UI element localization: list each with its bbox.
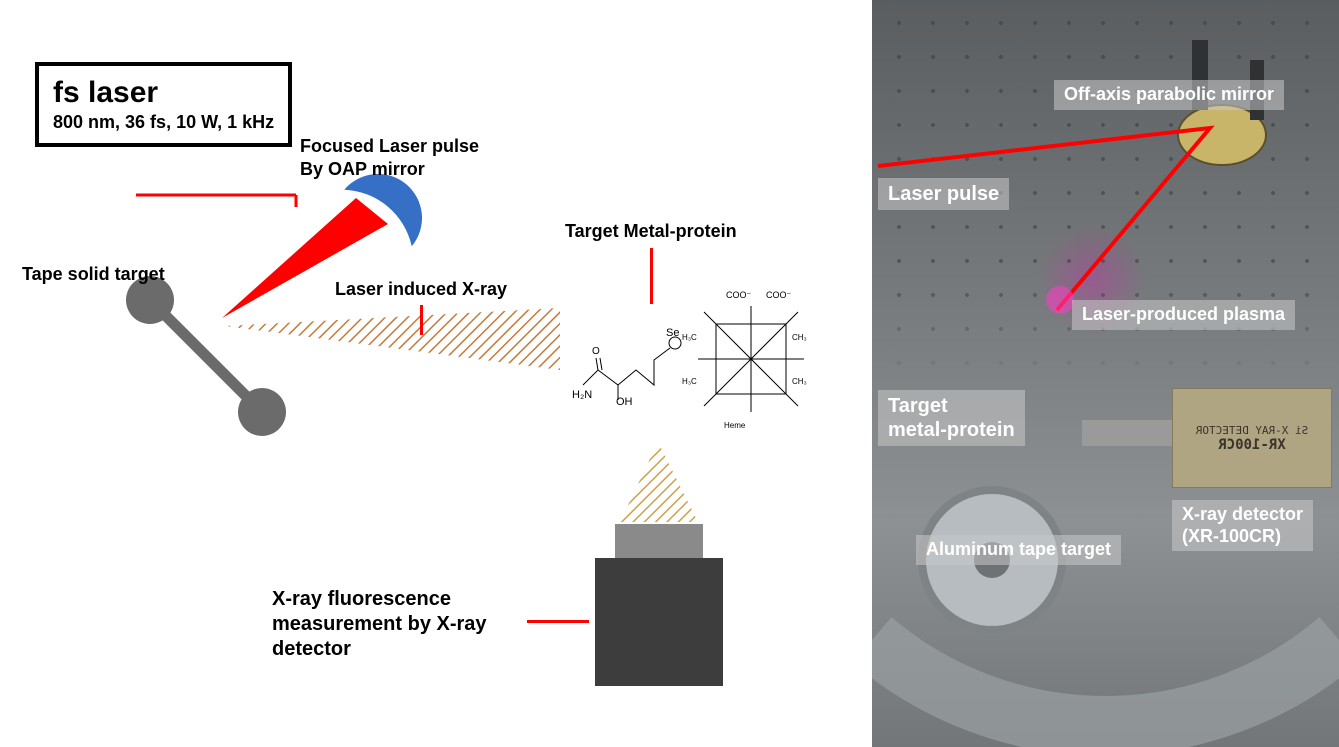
label-fluor: X-ray fluorescence measurement by X-ray … bbox=[272, 587, 487, 662]
label-tape: Tape solid target bbox=[22, 263, 165, 286]
svg-text:Se: Se bbox=[666, 327, 679, 339]
diagram-panel: fs laser 800 nm, 36 fs, 10 W, 1 kHz bbox=[0, 0, 837, 747]
svg-text:COO⁻: COO⁻ bbox=[766, 290, 792, 300]
photo-panel: Si X-RAY DETECTOR XR-100CR Off-axis para… bbox=[872, 0, 1339, 747]
svg-text:CH₃: CH₃ bbox=[792, 377, 807, 386]
fluorescence-cone bbox=[620, 442, 698, 522]
photo-detector-box: Si X-RAY DETECTOR XR-100CR bbox=[1172, 388, 1332, 488]
photo-detector-line1: Si X-RAY DETECTOR bbox=[1196, 424, 1309, 437]
xray-cone bbox=[225, 308, 560, 370]
photo-label-xdet: X-ray detector (XR-100CR) bbox=[1172, 500, 1313, 551]
photo-label-tape: Aluminum tape target bbox=[916, 535, 1121, 565]
svg-text:Heme: Heme bbox=[724, 421, 746, 430]
label-induced: Laser induced X-ray bbox=[335, 278, 507, 301]
label-focused: Focused Laser pulse By OAP mirror bbox=[300, 135, 479, 180]
svg-text:H₂N: H₂N bbox=[572, 389, 592, 401]
photo-label-mp: Target metal-protein bbox=[878, 390, 1025, 446]
photo-equipment-svg bbox=[872, 0, 1339, 747]
tape-target bbox=[126, 276, 286, 436]
leader-target-mp bbox=[650, 248, 653, 304]
photo-label-oap: Off-axis parabolic mirror bbox=[1054, 80, 1284, 110]
svg-text:O: O bbox=[592, 346, 600, 357]
svg-text:H₃C: H₃C bbox=[682, 333, 697, 342]
photo-label-plasma: Laser-produced plasma bbox=[1072, 300, 1295, 330]
xray-detector bbox=[595, 524, 723, 686]
photo-detector-line2: XR-100CR bbox=[1218, 437, 1285, 453]
leader-induced bbox=[420, 305, 423, 335]
photo-label-pulse: Laser pulse bbox=[878, 178, 1009, 210]
svg-text:CH₃: CH₃ bbox=[792, 333, 807, 342]
leader-fluor bbox=[527, 620, 589, 623]
molecule-sketch: Se H₂N OH O COO⁻ COO⁻ CH₃ CH₃ H₃C bbox=[572, 290, 807, 430]
svg-text:COO⁻: COO⁻ bbox=[726, 290, 752, 300]
svg-text:H₃C: H₃C bbox=[682, 377, 697, 386]
label-target-mp: Target Metal-protein bbox=[565, 220, 737, 243]
